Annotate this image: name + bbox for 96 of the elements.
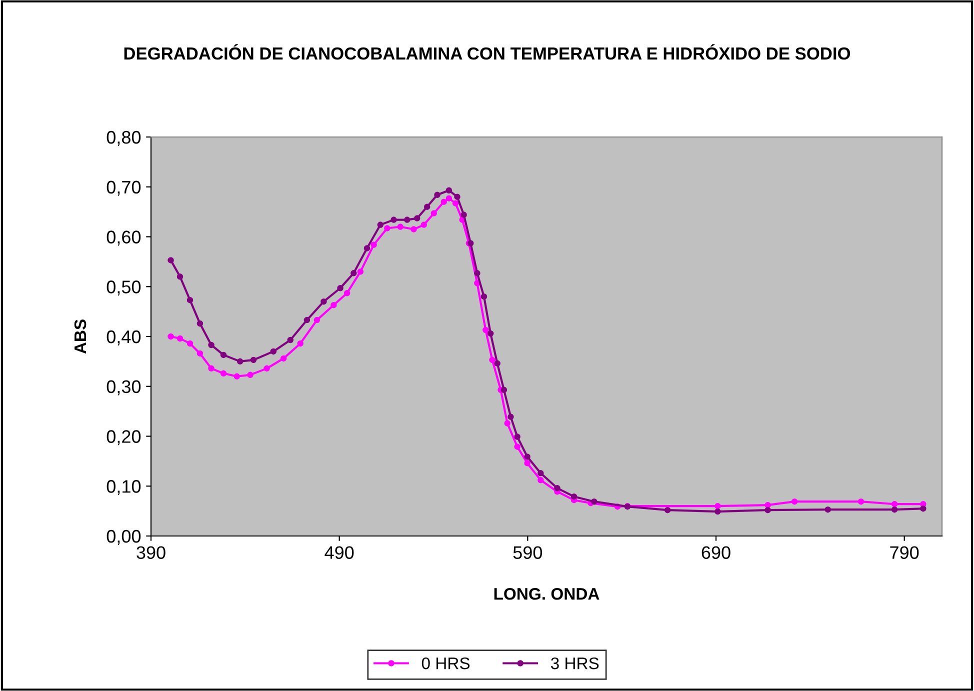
point	[920, 505, 926, 512]
y-tick-label: 0,80	[106, 130, 141, 146]
point	[514, 434, 520, 440]
x-axis-title: LONG. ONDA	[494, 588, 600, 600]
point	[168, 333, 174, 340]
y-tick-label: 0,70	[106, 180, 141, 196]
point	[514, 444, 520, 450]
point	[891, 500, 898, 508]
point	[208, 365, 214, 372]
point	[344, 290, 350, 296]
point	[538, 477, 544, 484]
chart-title: DEGRADACIÓN DE CIANOCOBALAMINA CON TEMPERATURA E HIDRÓXIDO DE SODIO	[124, 44, 850, 60]
point	[186, 296, 194, 304]
point	[208, 342, 214, 348]
y-tick-label: 0,40	[106, 330, 141, 346]
x-tick-label: 690	[702, 546, 730, 559]
y-tick-label: 0,00	[106, 530, 141, 545]
point	[858, 498, 864, 505]
point	[377, 222, 384, 228]
point	[234, 373, 240, 380]
point	[176, 274, 184, 280]
point	[454, 194, 460, 200]
y-tick-label: 0,30	[106, 380, 141, 396]
point	[480, 293, 488, 300]
x-tick-label: 790	[890, 546, 919, 559]
point	[764, 502, 771, 508]
point	[280, 355, 287, 362]
point	[270, 348, 277, 355]
point	[500, 386, 508, 393]
point	[487, 330, 494, 337]
point	[538, 470, 544, 476]
point	[524, 460, 530, 466]
y-tick-label: 0,20	[106, 430, 141, 446]
point	[508, 414, 514, 420]
point	[824, 506, 831, 513]
point	[430, 210, 437, 216]
point	[764, 506, 771, 514]
point	[440, 198, 447, 205]
point	[186, 340, 194, 347]
point	[397, 224, 404, 230]
point	[489, 356, 496, 364]
point	[370, 242, 377, 248]
point	[350, 270, 357, 276]
point	[176, 335, 184, 342]
point	[390, 216, 397, 223]
point	[196, 320, 204, 327]
point	[314, 316, 320, 324]
y-tick-label: 0,50	[106, 280, 141, 296]
point	[474, 270, 480, 276]
point	[220, 370, 227, 377]
legend-label: 0 HRS	[422, 657, 470, 670]
point	[424, 204, 430, 210]
point	[664, 506, 671, 514]
point	[460, 212, 467, 218]
x-tick-label: 490	[324, 546, 354, 559]
point	[446, 187, 452, 194]
point	[196, 350, 204, 357]
x-tick-label: 590	[513, 546, 542, 559]
point	[504, 420, 510, 426]
point	[891, 506, 898, 513]
point	[524, 454, 530, 460]
point	[384, 225, 390, 232]
point	[168, 257, 174, 264]
point	[482, 326, 489, 334]
y-axis-title: ABS	[74, 320, 86, 354]
point	[714, 502, 721, 510]
point	[330, 302, 337, 308]
point	[264, 365, 270, 372]
legend-label: 3 HRS	[550, 657, 599, 670]
point	[410, 226, 417, 232]
point	[287, 336, 294, 344]
point	[236, 358, 244, 365]
point	[364, 245, 370, 252]
point	[570, 493, 578, 500]
point	[494, 360, 500, 367]
point	[591, 498, 598, 505]
point	[791, 498, 798, 505]
point	[337, 284, 344, 292]
point	[414, 215, 420, 222]
point	[446, 195, 452, 202]
y-tick-label: 0,60	[106, 230, 141, 246]
point	[404, 216, 410, 223]
point	[452, 200, 459, 206]
point	[304, 316, 310, 324]
point	[434, 192, 440, 198]
point	[297, 340, 304, 347]
point	[554, 484, 560, 492]
point	[250, 356, 257, 364]
point	[714, 508, 721, 515]
x-tick-label: 390	[136, 546, 166, 559]
point	[357, 268, 364, 275]
point	[420, 222, 428, 228]
point	[247, 372, 254, 378]
point	[320, 298, 327, 305]
y-tick-label: 0,10	[106, 480, 141, 495]
point	[220, 352, 227, 358]
